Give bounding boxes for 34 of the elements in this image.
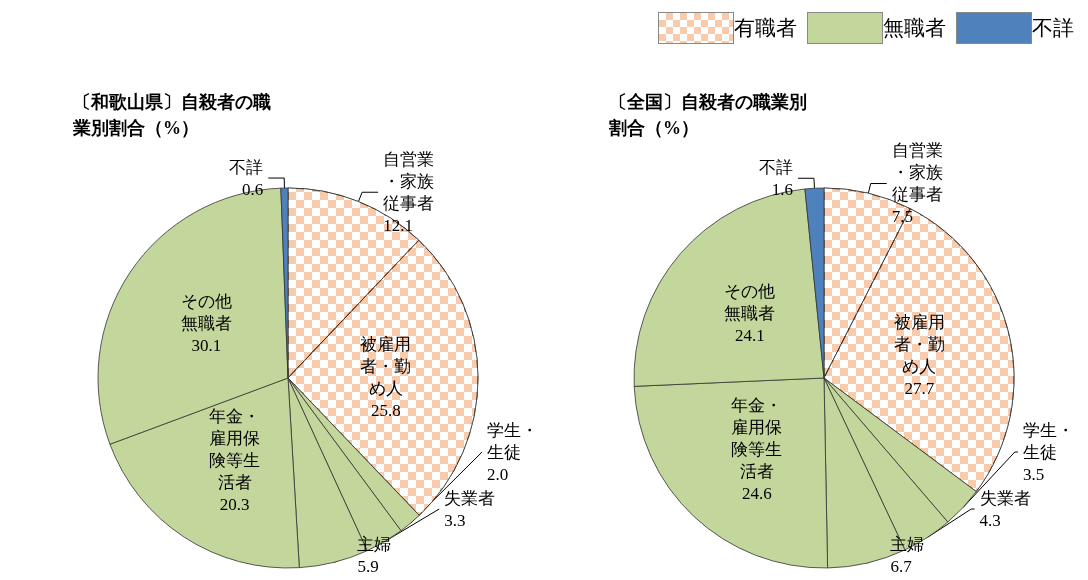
data-label: 27.7 [904, 379, 935, 399]
slice-label: 被雇用者・勤め人 [893, 313, 945, 377]
legend-label: 不詳 [1032, 15, 1074, 42]
data-label: 30.1 [191, 336, 222, 356]
slice-label: 被雇用者・勤め人 [360, 335, 412, 399]
data-label: 20.3 [219, 494, 250, 514]
slice-label: 年金・雇用保険等生活者 [731, 395, 783, 481]
data-label: 3.3 [444, 510, 466, 530]
data-label: 3.5 [1022, 464, 1045, 484]
slice-label: その他無職者 [724, 282, 776, 324]
slice-label: 不詳 [758, 157, 793, 177]
slice-label: その他無職者 [180, 292, 232, 334]
data-label: 5.9 [357, 556, 379, 576]
slice-label: 自営業・家族従事者 [383, 149, 435, 213]
text: 無職者 [883, 15, 946, 42]
slice-label: 年金・雇用保険等生活者 [209, 406, 260, 492]
slice-label: 失業者 [979, 488, 1031, 508]
slice-label: 学生・生徒 [1022, 420, 1074, 462]
data-label: 24.1 [735, 326, 765, 346]
text: 有職者 [734, 15, 797, 42]
slice-label: 失業者 [444, 488, 496, 508]
chart-title: 〔和歌山県〕自殺者の職業別割合（%） [72, 92, 271, 138]
data-label: 4.3 [979, 510, 1001, 530]
data-label: 1.6 [771, 179, 793, 199]
slice-label: 自営業・家族従事者 [891, 141, 943, 205]
data-label: 24.6 [742, 483, 772, 503]
data-label: 25.8 [371, 401, 401, 421]
slice-label: 主婦 [890, 534, 925, 554]
data-label: 2.0 [487, 464, 509, 484]
slice-label: 学生・生徒 [487, 420, 539, 462]
data-label: 7.5 [891, 207, 913, 227]
text: 〔全国〕自殺者の職業別割合（%） [608, 92, 807, 138]
data-label: 6.7 [890, 556, 913, 576]
slice-label: 不詳 [229, 157, 264, 177]
